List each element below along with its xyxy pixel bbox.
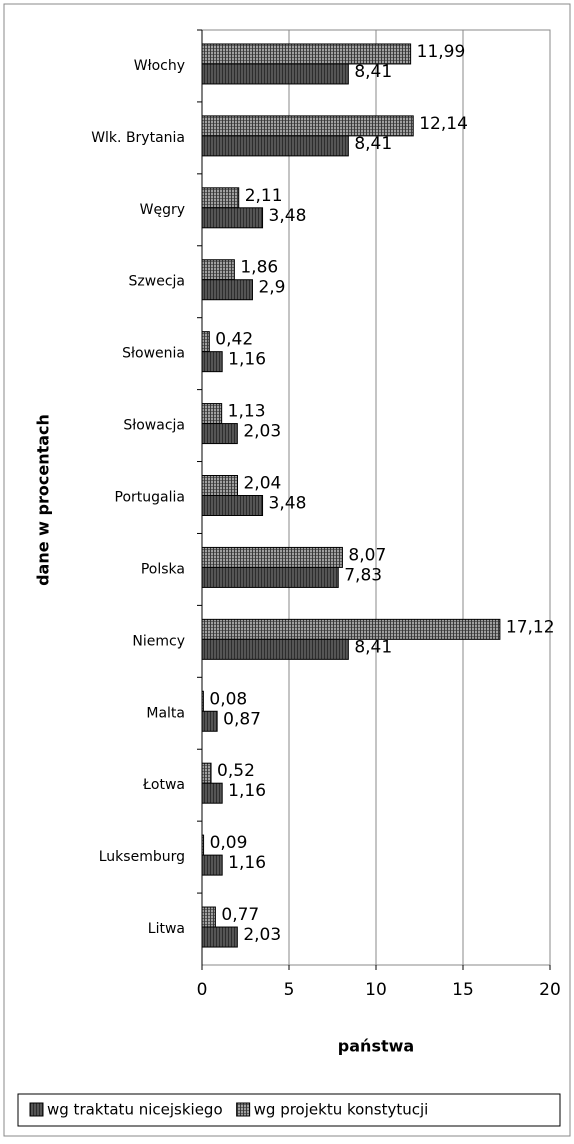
bar: [201, 423, 238, 445]
data-label: 3,48: [269, 494, 307, 514]
data-label: 3,48: [269, 206, 307, 226]
y-tick-label: Słowacja: [123, 418, 185, 434]
data-label: 17,12: [506, 617, 555, 637]
y-tick-label: Węgry: [140, 202, 185, 218]
bar: [201, 782, 223, 804]
bar: [201, 403, 223, 425]
legend-swatch: [236, 1102, 251, 1117]
bar: [201, 906, 216, 928]
y-tick-label: Malta: [146, 705, 185, 721]
data-label: 0,77: [221, 905, 259, 925]
data-label: 11,99: [417, 42, 466, 62]
bar: [201, 834, 205, 856]
data-label: 2,03: [243, 422, 281, 442]
legend-box: [17, 1093, 561, 1127]
bar: [201, 618, 501, 640]
data-label: 0,87: [223, 709, 261, 729]
bar: [201, 475, 238, 496]
legend-label: wg projektu konstytucji: [254, 1101, 429, 1119]
bar: [201, 566, 339, 588]
data-label: 0,42: [215, 330, 253, 350]
bar: [201, 495, 264, 516]
bar: [201, 207, 264, 229]
data-label: 0,09: [210, 833, 248, 853]
bar: [201, 351, 223, 373]
data-label: 2,11: [245, 186, 283, 206]
y-tick-label: Włochy: [134, 58, 185, 74]
y-tick-label: Szwecja: [129, 274, 185, 290]
data-label: 2,04: [243, 474, 281, 494]
legend-label: wg traktatu nicejskiego: [47, 1101, 223, 1119]
bar: [201, 279, 253, 301]
data-label: 1,16: [228, 853, 266, 873]
bar: [201, 638, 349, 660]
bar: [201, 331, 210, 353]
y-tick-label: Łotwa: [142, 777, 185, 793]
bar: [201, 259, 235, 281]
y-tick-label: Niemcy: [132, 633, 185, 649]
y-tick-label: Luksemburg: [99, 849, 185, 865]
bar: [201, 762, 212, 784]
data-label: 1,16: [228, 781, 266, 801]
data-label: 2,03: [243, 925, 281, 945]
y-tick-label: Polska: [141, 561, 185, 577]
y-tick-label: Wlk. Brytania: [91, 130, 185, 146]
data-label: 7,83: [344, 565, 382, 585]
legend-swatch: [29, 1102, 44, 1117]
bar: [201, 43, 412, 65]
y-axis-title: dane w procentach: [34, 414, 53, 586]
data-label: 1,13: [228, 402, 266, 422]
data-label: 1,86: [240, 258, 278, 278]
data-label: 12,14: [419, 114, 468, 134]
bar: [201, 854, 223, 876]
x-tick-label: 15: [452, 980, 474, 1000]
x-tick-label: 10: [365, 980, 387, 1000]
y-tick-label: Litwa: [148, 921, 185, 937]
x-tick-label: 5: [284, 980, 295, 1000]
data-label: 1,16: [228, 350, 266, 370]
bar: [201, 187, 240, 209]
bar: [201, 690, 204, 712]
data-label: 8,41: [354, 637, 392, 657]
x-tick-label: 20: [539, 980, 561, 1000]
data-label: 8,07: [348, 545, 386, 565]
data-label: 0,52: [217, 761, 255, 781]
x-tick-label: 0: [197, 980, 208, 1000]
x-axis-title: państwa: [338, 1037, 414, 1056]
data-label: 0,08: [209, 689, 247, 709]
data-label: 8,41: [354, 134, 392, 154]
bar: [201, 135, 349, 157]
bar: [201, 63, 349, 85]
y-tick-label: Portugalia: [115, 490, 185, 506]
data-label: 2,9: [258, 278, 285, 298]
bar: [201, 115, 414, 137]
data-label: 8,41: [354, 62, 392, 82]
bar: [201, 710, 218, 732]
bar: [201, 926, 238, 948]
bar: [201, 546, 343, 568]
y-tick-label: Słowenia: [122, 346, 185, 362]
